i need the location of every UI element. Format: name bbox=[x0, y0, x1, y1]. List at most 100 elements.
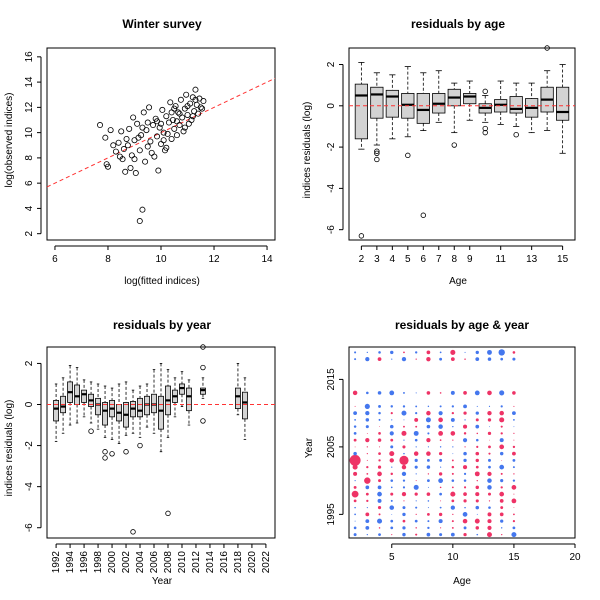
residual-bubble bbox=[475, 492, 480, 497]
scatter-point bbox=[122, 168, 129, 175]
x-tick-label-3: 2014 bbox=[205, 551, 216, 574]
residual-bubble bbox=[365, 418, 370, 422]
residual-bubble bbox=[438, 424, 443, 429]
residual-bubble bbox=[413, 484, 419, 490]
residual-bubble bbox=[500, 472, 503, 475]
residual-bubble bbox=[475, 465, 479, 469]
y-tick-label-1: 10 bbox=[24, 127, 35, 139]
residual-bubble bbox=[389, 458, 394, 463]
x-tick-label-2: 15 bbox=[557, 254, 569, 265]
residual-bubble bbox=[475, 411, 479, 415]
residual-bubble bbox=[353, 425, 357, 428]
residual-bubble bbox=[377, 438, 382, 442]
scatter-point bbox=[199, 105, 206, 112]
residual-bubble bbox=[403, 439, 405, 441]
scatter-point bbox=[189, 113, 196, 120]
x-tick-label-3: 2018 bbox=[233, 551, 244, 574]
residual-bubble bbox=[415, 473, 417, 475]
x-tick-label-3: 2000 bbox=[107, 551, 118, 574]
residual-bubble bbox=[451, 411, 454, 415]
residual-bubble bbox=[438, 478, 444, 484]
residual-bubble bbox=[426, 350, 431, 355]
scatter-point bbox=[142, 158, 149, 165]
residual-bubble bbox=[438, 512, 443, 517]
box-outlier bbox=[451, 142, 457, 148]
residual-bubble bbox=[452, 425, 454, 428]
scatter-point bbox=[127, 164, 134, 171]
residual-bubble bbox=[379, 446, 381, 448]
residual-bubble bbox=[476, 438, 479, 442]
y-tick-label-1: 14 bbox=[24, 76, 35, 88]
residual-bubble bbox=[512, 479, 516, 482]
residual-bubble bbox=[499, 438, 504, 443]
residual-bubble bbox=[426, 492, 431, 496]
residual-bubble bbox=[476, 445, 479, 448]
scatter-point bbox=[160, 137, 167, 144]
residual-bubble bbox=[475, 485, 479, 490]
residual-bubble bbox=[511, 498, 517, 504]
residual-bubble bbox=[390, 472, 393, 476]
residual-bubble bbox=[389, 451, 395, 457]
scatter-point bbox=[163, 113, 170, 120]
residual-bubble bbox=[390, 526, 394, 530]
x-tick-label-3: 1992 bbox=[51, 551, 62, 574]
scatter-point bbox=[177, 96, 184, 103]
residual-bubble bbox=[377, 491, 382, 497]
residual-bubble bbox=[414, 438, 418, 442]
residual-bubble bbox=[488, 465, 491, 469]
residual-bubble bbox=[413, 430, 419, 436]
box bbox=[235, 387, 241, 410]
scatter-point bbox=[164, 130, 171, 137]
plot-frame-2 bbox=[348, 47, 576, 241]
residual-bubble bbox=[415, 480, 417, 482]
residual-bubble bbox=[415, 500, 417, 502]
residual-bubble bbox=[463, 404, 467, 409]
residual-bubble bbox=[366, 472, 369, 475]
scatter-point bbox=[136, 147, 143, 154]
residual-bubble bbox=[439, 533, 443, 537]
residual-bubble bbox=[438, 472, 443, 476]
x-tick-label-1: 8 bbox=[105, 254, 111, 265]
residual-bubble bbox=[450, 491, 456, 497]
box bbox=[102, 402, 108, 426]
residual-bubble bbox=[366, 499, 369, 503]
residual-bubble bbox=[377, 485, 382, 490]
x-tick-label-4: 15 bbox=[508, 552, 520, 563]
residual-bubble bbox=[353, 411, 357, 416]
residual-bubble bbox=[452, 446, 454, 448]
residual-bubble bbox=[488, 500, 491, 502]
box bbox=[354, 83, 368, 140]
box-outlier bbox=[374, 150, 380, 156]
residual-bubble bbox=[378, 479, 382, 483]
residual-bubble bbox=[500, 405, 503, 408]
residual-bubble bbox=[463, 479, 467, 482]
residual-bubble bbox=[415, 358, 417, 360]
residual-bubble bbox=[427, 486, 429, 488]
y-tick-label-3: -2 bbox=[24, 441, 35, 450]
scatter-point bbox=[200, 98, 207, 105]
residual-bubble bbox=[512, 391, 516, 395]
scatter-point bbox=[169, 117, 176, 124]
residual-bubble bbox=[499, 444, 505, 450]
y-tick-label-1: 12 bbox=[24, 101, 35, 113]
residual-bubble bbox=[512, 526, 516, 530]
residual-bubble bbox=[438, 411, 443, 416]
plot-frame-3 bbox=[46, 346, 276, 539]
residual-bubble bbox=[500, 519, 504, 523]
residual-bubble bbox=[354, 480, 356, 482]
scatter-point bbox=[97, 122, 104, 129]
residual-bubble bbox=[377, 518, 383, 524]
residual-bubble bbox=[414, 417, 419, 422]
residual-bubble bbox=[427, 512, 430, 516]
residual-bubble bbox=[438, 430, 444, 436]
x-tick-label-2: 6 bbox=[421, 254, 427, 265]
scatter-point bbox=[139, 124, 146, 131]
residual-bubble bbox=[390, 492, 394, 496]
y-tick-label-2: 0 bbox=[326, 103, 337, 109]
box bbox=[74, 384, 80, 405]
residual-bubble bbox=[512, 466, 515, 469]
residual-bubble bbox=[452, 513, 454, 516]
panel-1-xlabel: log(fitted indices) bbox=[124, 276, 200, 287]
residual-bubble bbox=[464, 446, 466, 448]
